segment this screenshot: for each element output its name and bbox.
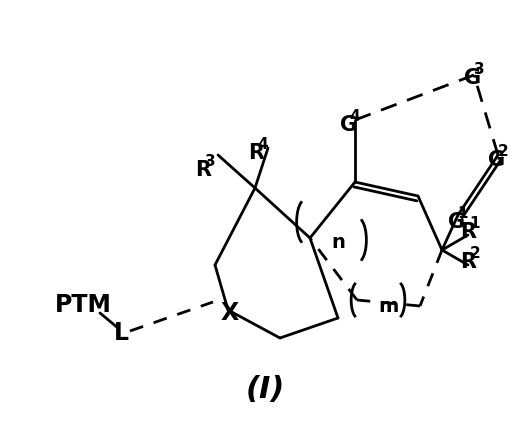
Text: L: L [113,321,128,345]
Text: X: X [221,301,239,325]
Text: R: R [248,143,264,163]
Text: 4: 4 [350,109,360,124]
Text: G: G [340,115,357,135]
Text: G: G [464,68,481,88]
Text: m: m [378,298,398,316]
Text: 1: 1 [458,206,468,221]
Text: R: R [195,160,211,180]
Text: G: G [448,212,465,232]
Text: 2: 2 [498,144,508,159]
Text: R: R [460,222,476,242]
Text: 3: 3 [205,154,215,169]
Text: n: n [331,234,345,253]
Text: R: R [460,252,476,272]
Text: 1: 1 [470,216,480,231]
Text: PTM: PTM [55,293,112,317]
Text: G: G [488,150,505,170]
Text: 2: 2 [470,246,481,261]
Text: (I): (I) [245,376,285,404]
Text: 3: 3 [474,62,484,77]
Text: 4: 4 [258,137,268,152]
